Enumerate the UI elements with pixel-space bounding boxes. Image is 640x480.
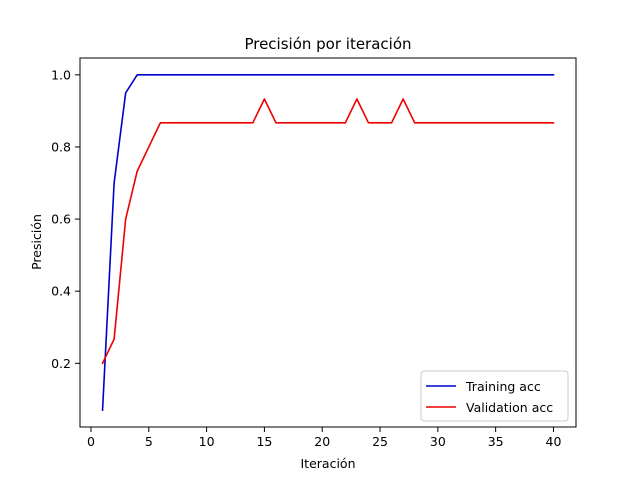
legend: Training acc Validation acc	[420, 370, 569, 422]
x-tick-label: 40	[546, 434, 562, 449]
x-tick-label: 10	[199, 434, 215, 449]
y-axis: 0.2 0.4 0.6 0.8 1.0	[51, 67, 80, 371]
series-layer	[101, 74, 555, 411]
x-tick-label: 0	[87, 434, 95, 449]
y-tick-label: 0.6	[51, 212, 71, 227]
x-tick-label: 20	[314, 434, 330, 449]
y-tick-label: 0.4	[51, 284, 71, 299]
validation-acc-line	[101, 98, 555, 365]
y-axis-label: Presición	[29, 214, 44, 270]
y-tick-label: 0.8	[51, 139, 71, 154]
x-tick-label: 25	[372, 434, 388, 449]
x-tick-label: 30	[430, 434, 446, 449]
training-acc-line	[101, 74, 555, 411]
legend-label-validation: Validation acc	[466, 400, 553, 415]
y-tick-label: 0.2	[51, 356, 71, 371]
plot-frame	[79, 57, 577, 428]
x-tick-label: 35	[488, 434, 504, 449]
x-tick-label: 5	[145, 434, 153, 449]
x-tick-label: 15	[256, 434, 272, 449]
legend-frame	[420, 370, 569, 422]
x-axis: 0 5 10 15 20 25 30 35 40	[87, 427, 561, 449]
y-tick-label: 1.0	[51, 67, 71, 82]
x-axis-label: Iteración	[301, 456, 356, 471]
legend-label-training: Training acc	[465, 379, 541, 394]
plot-area	[79, 57, 577, 428]
chart-title: Precisión por iteración	[244, 35, 411, 53]
